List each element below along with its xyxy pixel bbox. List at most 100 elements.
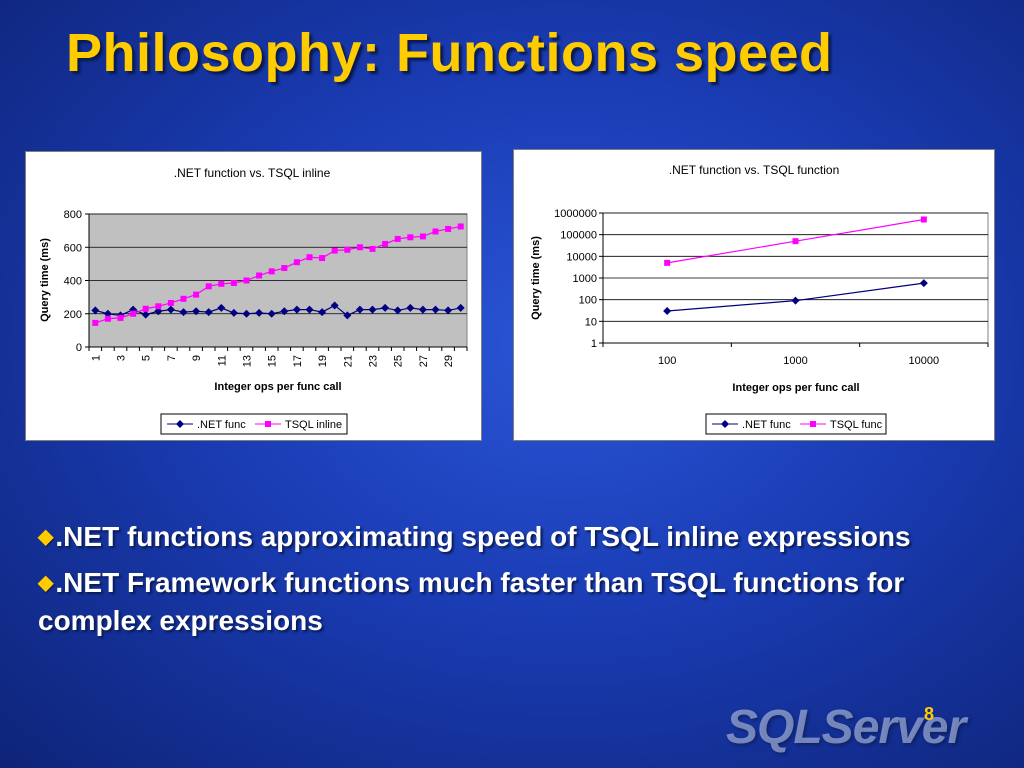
tsql-point (243, 277, 250, 284)
tsql-point (281, 265, 288, 272)
tsql-point (265, 421, 271, 427)
x-tick-label: 23 (368, 355, 380, 367)
tsql-point (394, 235, 401, 242)
chart-title: .NET function vs. TSQL inline (174, 166, 331, 180)
bullet-item: ◆.NET Framework functions much faster th… (38, 564, 978, 640)
y-tick-label: 800 (64, 209, 82, 221)
net-func-point (431, 305, 440, 314)
y-tick-label: 0 (76, 342, 82, 354)
net-func-point (176, 420, 184, 428)
net-func-point (217, 303, 226, 312)
tsql-point (664, 259, 671, 266)
tsql-point (344, 246, 351, 253)
x-tick-label: 21 (342, 355, 354, 367)
net-func-point (280, 307, 289, 316)
legend-label: TSQL func (830, 419, 883, 431)
diamond-bullet-icon: ◆ (38, 572, 54, 594)
net-func-point (318, 308, 327, 317)
tsql-point (167, 299, 174, 306)
net-func-point (179, 308, 188, 317)
y-tick-label: 200 (64, 309, 82, 321)
y-tick-label: 1000 (573, 273, 597, 285)
x-tick-label: 27 (418, 355, 430, 367)
chart-net-vs-tsql-function: .NET function vs. TSQL function 1 10 100 100… (513, 149, 995, 441)
sql-server-logo: SQLServer (726, 701, 966, 754)
x-tick-label: 11 (216, 355, 228, 366)
x-tick-label: 1 (90, 355, 102, 361)
tsql-point (218, 280, 225, 287)
net-func-point (91, 306, 100, 315)
tsql-point (293, 259, 300, 266)
tsql-point (92, 319, 99, 326)
x-tick-label: 9 (191, 355, 203, 361)
net-func-point (791, 296, 800, 305)
tsql-point (382, 240, 389, 247)
net-func-point (381, 303, 390, 312)
tsql-point (155, 303, 162, 310)
net-func-point (456, 303, 465, 312)
x-axis-label: Integer ops per func call (214, 381, 341, 393)
tsql-point (268, 268, 275, 275)
x-tick-label: 19 (317, 355, 329, 367)
tsql-point (180, 295, 187, 302)
tsql-point (920, 216, 927, 223)
x-tick-label: 17 (292, 355, 304, 367)
y-tick-label: 10000 (566, 251, 597, 263)
x-tick-label: 3 (116, 355, 128, 361)
net-func-point (406, 303, 415, 312)
net-func-point (444, 306, 453, 315)
tsql-point (407, 234, 414, 241)
net-func-point (192, 307, 201, 316)
bullet-list: ◆.NET functions approximating speed of T… (38, 518, 978, 648)
tsql-point (369, 245, 376, 252)
tsql-point (432, 228, 439, 235)
tsql-point (331, 247, 338, 254)
net-func-point (141, 310, 150, 319)
x-tick-label: 100 (658, 355, 676, 367)
x-tick-label: 29 (443, 355, 455, 367)
tsql-point (193, 291, 200, 298)
bullet-item: ◆.NET functions approximating speed of T… (38, 518, 978, 556)
net-func-point (368, 305, 377, 314)
legend-label: .NET func (742, 419, 791, 431)
y-tick-label: 1000000 (554, 208, 597, 220)
bullet-text: .NET Framework functions much faster tha… (38, 567, 905, 636)
net-func-point (229, 308, 238, 317)
tsql-point (142, 305, 149, 312)
x-tick-label: 1000 (783, 355, 807, 367)
net-func-point (355, 305, 364, 314)
diamond-bullet-icon: ◆ (38, 526, 54, 548)
y-tick-label: 100000 (560, 230, 597, 242)
net-func-point (305, 305, 314, 314)
chart-net-vs-tsql-inline: .NET function vs. TSQL inline 0 200 400 600 8… (25, 151, 482, 441)
y-tick-label: 400 (64, 276, 82, 288)
y-axis-label: Query time (ms) (530, 236, 542, 320)
y-tick-label: 600 (64, 242, 82, 254)
net-func-point (418, 305, 427, 314)
tsql-point (104, 315, 111, 322)
net-func-point (267, 309, 276, 318)
x-tick-label: 25 (393, 355, 405, 367)
chart-title: .NET function vs. TSQL function (669, 163, 840, 177)
chart-svg-inline: .NET function vs. TSQL inline 0 200 400 600 8… (39, 166, 468, 435)
net-func-point (242, 309, 251, 318)
x-tick-label: 5 (141, 355, 153, 361)
x-tick-label: 10000 (909, 355, 940, 367)
legend-box (160, 413, 348, 435)
y-tick-label: 1 (591, 338, 597, 350)
net-func-point (919, 279, 928, 288)
tsql-point (205, 283, 212, 290)
bullet-text: .NET functions approximating speed of TS… (55, 521, 911, 552)
tsql-point (306, 254, 313, 261)
tsql-point (810, 421, 816, 427)
net-func-point (721, 420, 729, 428)
net-func-point (663, 306, 672, 315)
net-func-point (330, 301, 339, 310)
chart-svg-function: .NET function vs. TSQL function 1 10 100 100… (530, 163, 989, 435)
net-func-point (166, 305, 175, 314)
legend-label: TSQL inline (285, 419, 342, 431)
y-axis-label: Query time (ms) (39, 238, 51, 322)
tsql-point (117, 314, 124, 321)
y-tick-label: 10 (585, 316, 597, 328)
page-number: 8 (924, 704, 935, 724)
